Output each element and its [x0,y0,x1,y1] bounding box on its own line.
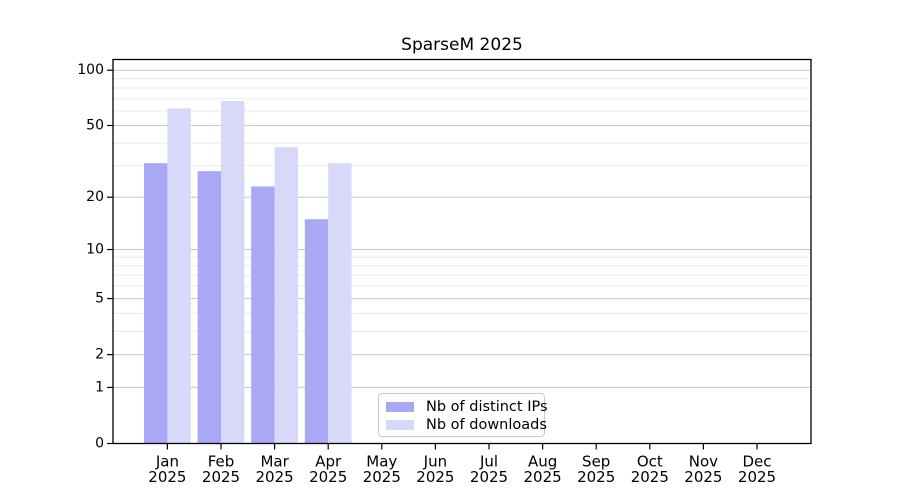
bar-downloads-feb [221,101,245,444]
x-tick-label-year: 2025 [577,468,615,486]
x-tick-label-month: Nov [689,453,718,471]
y-tick-label: 1 [95,379,104,395]
x-tick-label-month: Jan [155,453,179,471]
bar-distinct-ips-apr [304,219,329,444]
x-tick-label-year: 2025 [363,468,401,486]
x-tick-label-month: Aug [528,453,557,471]
legend-label-distinct-ips: Nb of distinct IPs [426,399,548,415]
bar-distinct-ips-feb [197,171,221,444]
x-tick-label-month: Dec [742,453,771,471]
x-tick-label-year: 2025 [256,468,294,486]
x-tick-label-month: Apr [315,453,342,471]
y-tick-label: 50 [86,117,104,133]
y-tick-label: 100 [77,62,104,78]
chart-title: SparseM 2025 [401,35,523,55]
x-tick-label-month: Sep [582,453,610,471]
legend-label-downloads: Nb of downloads [426,417,547,433]
x-tick-label-month: Jun [423,453,447,471]
x-tick-label-year: 2025 [684,468,722,486]
x-tick-label-month: Jul [479,453,498,471]
x-tick-label-month: Feb [208,453,235,471]
x-tick-label-month: May [366,453,397,471]
x-tick-label-year: 2025 [470,468,508,486]
x-tick-label-year: 2025 [738,468,776,486]
legend-item-downloads: Nb of downloads [386,416,547,434]
y-tick-label: 0 [95,436,104,452]
x-tick-label-year: 2025 [202,468,240,486]
x-tick-label-year: 2025 [416,468,454,486]
bar-downloads-apr [328,163,352,444]
bar-distinct-ips-mar [251,186,275,444]
x-tick-label-year: 2025 [148,468,186,486]
legend: Nb of distinct IPs Nb of downloads [378,393,548,437]
y-tick-label: 2 [95,347,104,363]
legend-swatch-downloads [386,420,414,430]
y-tick-label: 5 [95,291,104,307]
bar-downloads-mar [274,147,298,444]
legend-swatch-distinct-ips [386,402,414,412]
legend-item-distinct-ips: Nb of distinct IPs [386,398,548,416]
x-tick-label-month: Oct [637,453,663,471]
bar-downloads-jan [167,108,191,444]
x-tick-label-year: 2025 [309,468,347,486]
x-tick-label-month: Mar [260,453,289,471]
plot-frame [112,58,812,445]
x-tick-label-year: 2025 [524,468,562,486]
y-tick-label: 20 [86,189,104,205]
y-tick-label: 10 [86,242,104,258]
bar-distinct-ips-jan [144,163,168,444]
x-tick-label-year: 2025 [631,468,669,486]
